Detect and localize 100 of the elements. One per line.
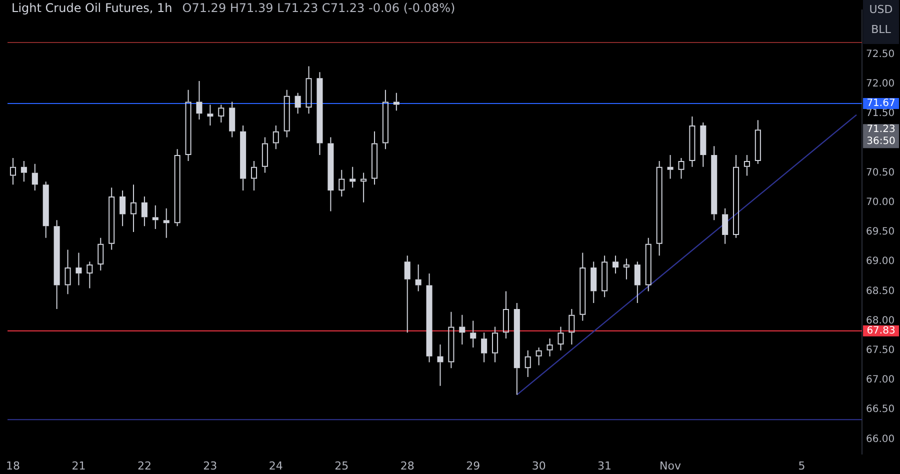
- candlestick: [32, 163, 38, 192]
- y-tick-label: 70.00: [866, 196, 895, 208]
- candlestick: [656, 160, 662, 256]
- candlestick: [634, 261, 640, 304]
- candlestick: [42, 181, 49, 238]
- candlestick: [492, 326, 498, 363]
- ref-line-label: 71.67: [866, 98, 896, 110]
- candlestick: [580, 252, 586, 322]
- chart-subtitle: O71.29 H71.39 L71.23 C71.23 -0.06 (-0.08%): [182, 1, 456, 16]
- candlestick: [316, 72, 323, 156]
- y-tick-label: 67.00: [866, 374, 895, 386]
- candlestick: [98, 237, 104, 271]
- candlestick: [207, 104, 214, 126]
- candlestick: [754, 120, 761, 164]
- candlestick: [250, 160, 258, 192]
- x-tick-label: 22: [137, 459, 152, 472]
- candlestick: [415, 264, 422, 292]
- y-tick-label: 68.50: [866, 286, 895, 297]
- y-tick-label: 72.50: [866, 48, 895, 60]
- candlestick: [120, 190, 126, 227]
- candlestick: [645, 237, 652, 292]
- candlestick: [328, 136, 334, 212]
- candlestick: [130, 184, 137, 232]
- text: USD: [869, 2, 893, 16]
- candlestick: [689, 116, 696, 168]
- y-tick-label: 66.50: [866, 404, 895, 416]
- candlestick: [558, 326, 564, 351]
- candlestick: [711, 146, 718, 221]
- candlestick: [64, 249, 71, 295]
- candlestick: [481, 332, 488, 363]
- candlestick: [437, 344, 444, 386]
- candlestick: [514, 302, 520, 396]
- x-tick-label: Nov: [660, 459, 682, 472]
- candlestick: [163, 208, 170, 238]
- text: 71.23: [866, 124, 896, 136]
- candlestick: [108, 187, 115, 250]
- candlestick: [623, 258, 630, 280]
- candlestick: [448, 311, 454, 369]
- x-tick-label: 28: [400, 459, 414, 472]
- y-tick-label: 68.00: [866, 315, 895, 326]
- candlestick: [86, 261, 93, 289]
- candlestick: [536, 346, 542, 366]
- y-tick-label: 69.00: [866, 256, 895, 268]
- candlestick: [678, 158, 684, 180]
- x-tick-label: 29: [466, 459, 480, 472]
- x-tick-label: 21: [72, 459, 86, 472]
- candlestick: [240, 124, 246, 192]
- candlestick: [229, 101, 236, 138]
- candlestick: [590, 261, 597, 304]
- x-tick-label: 31: [598, 459, 612, 472]
- candlestick: [196, 80, 202, 120]
- y-tick-label: 70.50: [866, 167, 895, 178]
- candlestick: [152, 204, 158, 230]
- candlestick: [141, 196, 148, 227]
- candlestick: [76, 252, 82, 286]
- candlestick: [272, 124, 279, 150]
- x-tick-label: 30: [532, 459, 546, 472]
- candlestick: [667, 154, 674, 180]
- candlestick: [371, 130, 378, 186]
- ref-line-label: 67.83: [866, 325, 896, 336]
- y-tick-label: 72.00: [866, 78, 895, 90]
- candlestick: [546, 338, 553, 357]
- y-tick-label: 66.00: [866, 434, 895, 445]
- candlestick: [459, 314, 466, 345]
- x-tick-label: 5: [798, 459, 806, 472]
- candlestick: [185, 89, 192, 162]
- candlestick: [612, 255, 619, 274]
- candlestick: [722, 208, 728, 244]
- candlestick: [733, 154, 740, 238]
- x-tick-label: 18: [6, 459, 20, 472]
- candlestick: [218, 104, 224, 123]
- candlestick: [10, 158, 16, 186]
- candlestick: [54, 220, 60, 310]
- y-tick-label: 69.50: [866, 226, 895, 238]
- candlestick: [338, 169, 345, 197]
- candlestick: [602, 255, 608, 298]
- candlestick: [350, 166, 356, 188]
- text: BLL: [871, 22, 892, 36]
- candlestick: [360, 172, 367, 203]
- candlestick: [262, 136, 268, 174]
- x-tick-label: 25: [334, 459, 349, 472]
- candlestick: [174, 148, 180, 227]
- candlestick: [382, 89, 388, 150]
- candlestick: [744, 154, 750, 176]
- x-tick-label: 24: [268, 459, 283, 472]
- candlestick: [294, 92, 301, 114]
- text: 36:50: [866, 136, 896, 148]
- candlestick: [568, 308, 575, 345]
- chart-title: Light Crude Oil Futures, 1h: [12, 1, 172, 16]
- candlestick: [426, 272, 432, 363]
- candlestick: [284, 89, 290, 138]
- candlestick: [502, 290, 509, 340]
- candlestick: [20, 160, 27, 182]
- candlestick: [404, 255, 410, 334]
- candlestick: [306, 66, 312, 114]
- y-tick-label: 67.50: [866, 344, 895, 356]
- candlestick: [470, 320, 476, 348]
- y-tick-label: 71.50: [866, 108, 895, 120]
- candlestick: [700, 122, 706, 168]
- x-tick-label: 23: [203, 459, 218, 472]
